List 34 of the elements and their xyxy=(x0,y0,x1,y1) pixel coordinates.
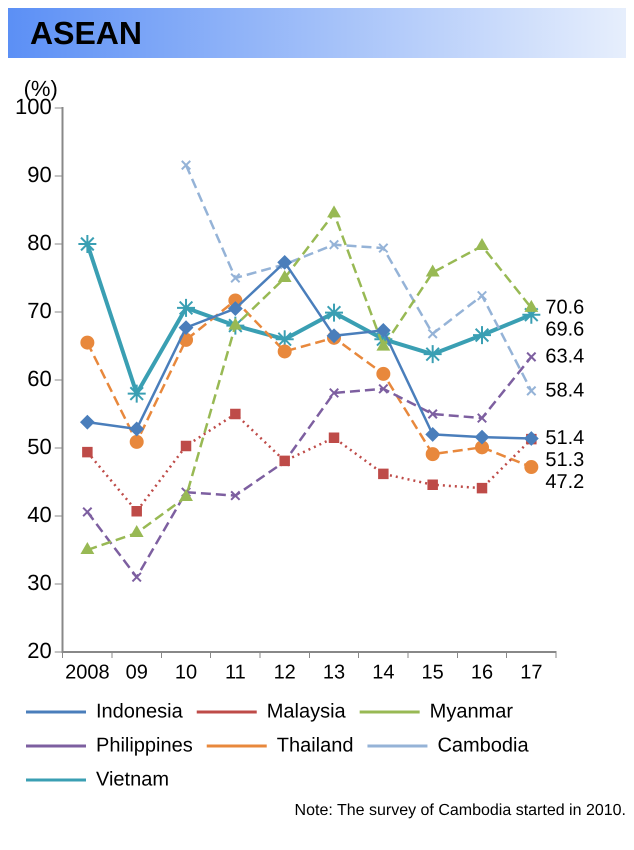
legend-label: Thailand xyxy=(276,734,354,757)
x-tick-label: 12 xyxy=(274,662,296,684)
data-label: 58.4 xyxy=(545,379,584,402)
text: Note: The survey of Cambodia started in 2010. xyxy=(294,802,626,820)
y-tick-label: 60 xyxy=(27,366,52,392)
legend-label: Malaysia xyxy=(266,700,347,723)
data-label: 51.4 xyxy=(545,426,584,449)
data-label: 69.6 xyxy=(545,318,584,340)
y-tick-label: 70 xyxy=(27,298,52,324)
legend-label: Indonesia xyxy=(96,700,184,723)
legend-label: Myanmar xyxy=(430,700,514,723)
y-tick-label: 40 xyxy=(27,502,52,528)
x-tick-label: 10 xyxy=(174,662,198,684)
x-tick-label: 2008 xyxy=(65,662,110,684)
y-tick-label: 80 xyxy=(27,230,52,256)
y-tick-label: 50 xyxy=(27,434,52,460)
x-tick-label: 16 xyxy=(470,662,494,684)
y-tick-label: 30 xyxy=(27,570,52,596)
x-tick-label: 09 xyxy=(126,662,148,684)
legend-label: Vietnam xyxy=(96,768,170,791)
legend-label: Cambodia xyxy=(437,734,530,757)
data-label: 70.6 xyxy=(545,296,584,318)
x-tick-label: 17 xyxy=(520,662,542,684)
x-tick-label: 13 xyxy=(322,662,346,684)
data-label: 51.3 xyxy=(545,448,584,471)
y-tick-label: 90 xyxy=(27,162,52,188)
x-tick-label: 11 xyxy=(224,662,246,684)
data-label: 47.2 xyxy=(545,470,584,493)
legend-label: Philippines xyxy=(96,734,193,757)
chart-title: ASEAN xyxy=(30,14,142,52)
y-tick-label: 20 xyxy=(27,638,52,664)
x-tick-label: 14 xyxy=(372,662,394,684)
data-label: 63.4 xyxy=(545,345,584,368)
x-tick-label: 15 xyxy=(422,662,444,684)
